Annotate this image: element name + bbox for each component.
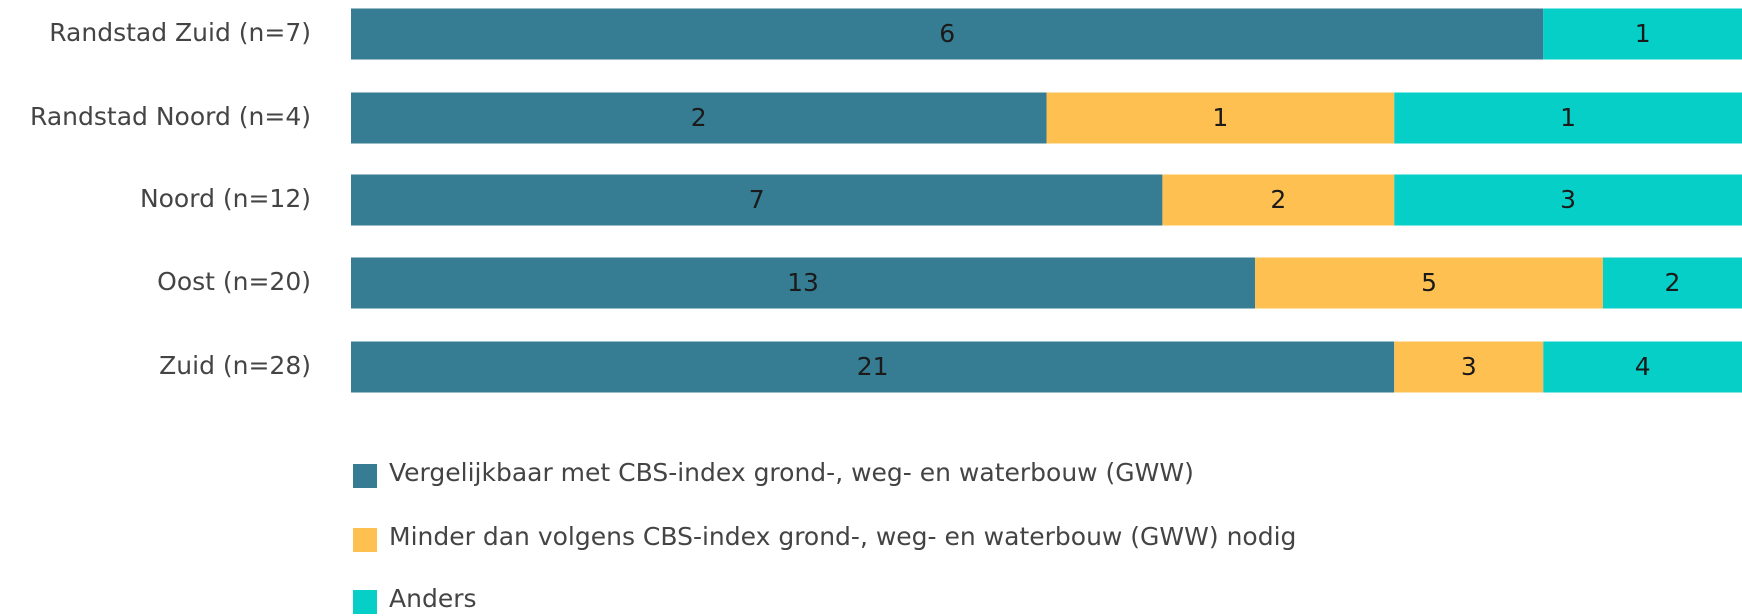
bar-segment (1255, 257, 1603, 309)
bar-segment (1394, 92, 1742, 144)
bar-segment (351, 341, 1395, 393)
data-label: 4 (1635, 352, 1651, 381)
category-label: Zuid (n=28) (159, 351, 311, 380)
legend-label: Vergelijkbaar met CBS-index grond-, weg-… (389, 458, 1194, 487)
bar-segment (351, 92, 1047, 144)
data-label: 2 (1270, 185, 1286, 214)
category-label: Randstad Noord (n=4) (30, 102, 311, 131)
data-label: 2 (691, 103, 707, 132)
category-label: Oost (n=20) (157, 267, 311, 296)
legend-label: Minder dan volgens CBS-index grond-, weg… (389, 522, 1296, 551)
bar-segment (1394, 341, 1544, 393)
data-label: 3 (1461, 352, 1477, 381)
legend-swatch (353, 464, 377, 488)
bar-segment (351, 257, 1256, 309)
data-label: 21 (857, 352, 889, 381)
bar-segment (1046, 92, 1395, 144)
category-label: Randstad Zuid (n=7) (49, 18, 311, 47)
bar-segment (1543, 341, 1742, 393)
data-label: 6 (939, 19, 955, 48)
bar-segment (1162, 174, 1395, 226)
bar-segment (351, 174, 1163, 226)
data-label: 1 (1635, 19, 1651, 48)
legend-swatch (353, 528, 377, 552)
bar-segment (1394, 174, 1742, 226)
legend-swatch (353, 590, 377, 614)
data-label: 2 (1664, 268, 1680, 297)
bar-segment (351, 8, 1544, 60)
category-label: Noord (n=12) (140, 184, 311, 213)
data-label: 5 (1421, 268, 1437, 297)
data-label: 13 (787, 268, 819, 297)
data-label: 7 (749, 185, 765, 214)
data-label: 1 (1560, 103, 1576, 132)
bar-segment (1602, 257, 1742, 309)
data-label: 1 (1212, 103, 1228, 132)
bar-segment (1543, 8, 1742, 60)
legend-label: Anders (389, 584, 477, 613)
data-label: 3 (1560, 185, 1576, 214)
